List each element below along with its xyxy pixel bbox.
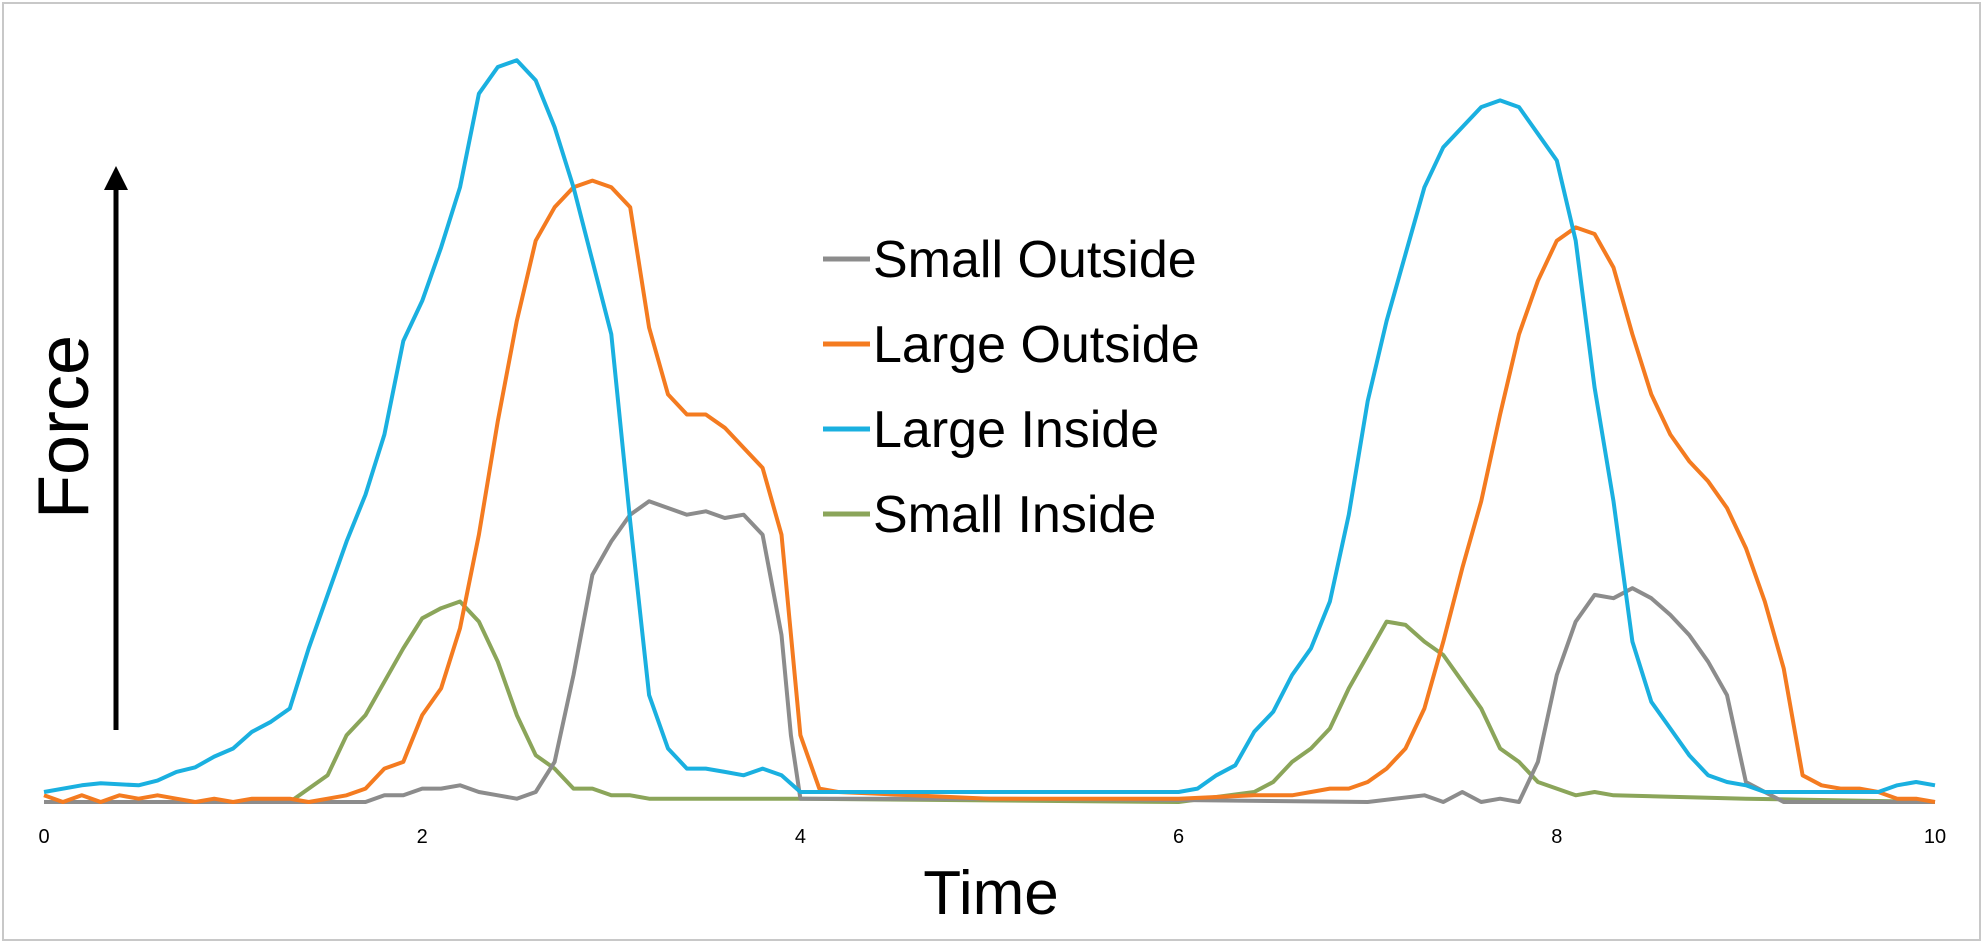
series-line-large-outside [43,178,1936,804]
legend-item: Small Outside [823,231,1197,289]
x-tick-label: 2 [417,826,428,848]
legend-label: Small Inside [873,486,1156,544]
legend-item: Large Outside [823,316,1200,374]
legend-label: Small Outside [873,231,1197,289]
x-tick-label: 10 [1924,826,1946,848]
series-lines [43,58,1936,804]
legend-item: Small Inside [823,486,1156,544]
x-axis-label: Time [923,859,1058,928]
x-tick-label: 0 [38,826,49,848]
legend-label: Large Inside [873,401,1159,459]
legend-item: Large Inside [823,401,1159,459]
y-axis-label: Force [24,335,104,519]
series-line-small-outside [44,499,1935,804]
x-tick-label: 8 [1551,826,1562,848]
series-line-large-inside [43,58,1936,794]
legend: Small Outside Large Outside Large Inside Sm… [823,231,1200,544]
legend-label: Large Outside [873,316,1200,374]
x-tick-labels: 0 2 4 6 8 10 [38,826,1946,848]
x-tick-label: 6 [1173,826,1184,848]
force-axis-arrow-head [104,166,128,190]
x-tick-label: 4 [795,826,806,848]
